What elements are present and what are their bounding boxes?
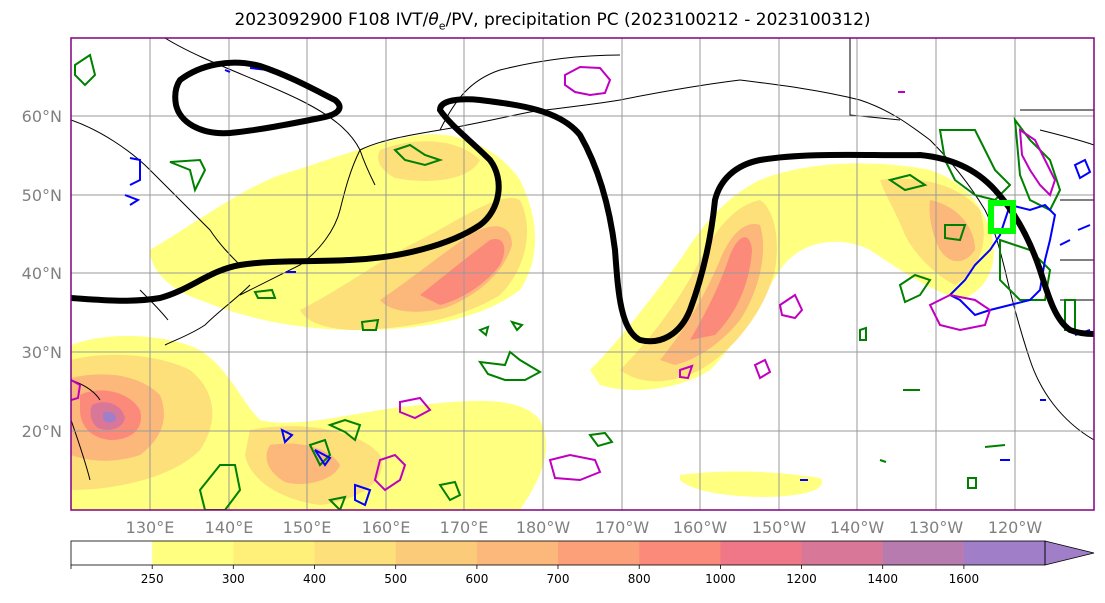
colorbar-extend-arrow <box>1044 540 1095 566</box>
colorbar-segment <box>233 541 315 565</box>
pv-closed-contour <box>172 59 343 137</box>
green-contours <box>74 53 1076 510</box>
colorbar-segment <box>720 541 803 565</box>
colorbar-segment <box>314 541 397 565</box>
lon-label: 140°E <box>205 518 254 537</box>
lon-label: 160°E <box>362 518 411 537</box>
colorbar-segment <box>71 541 153 565</box>
colorbar-segment <box>801 541 884 565</box>
lat-label: 50°N <box>22 186 62 205</box>
target-region-box <box>988 200 1016 234</box>
pv-contour <box>71 96 1094 345</box>
colorbar-tick-label: 1600 <box>949 572 980 586</box>
lat-label: 30°N <box>22 343 62 362</box>
lon-label: 150°E <box>283 518 332 537</box>
colorbar-segment <box>152 541 234 565</box>
colorbar-tick-label: 300 <box>222 572 245 586</box>
colorbar: 250 300 400 500 600 700 800 1000 1200 1400 1600 <box>70 540 1095 586</box>
colorbar-segments <box>71 541 1046 565</box>
lon-label: 150°W <box>752 518 807 537</box>
colorbar-segment <box>639 541 721 565</box>
blue-contours <box>124 67 1092 507</box>
colorbar-tick-label: 250 <box>141 572 164 586</box>
latitude-labels: 60°N 50°N 40°N 30°N 20°N <box>22 107 62 441</box>
map-frame <box>70 37 1095 511</box>
colorbar-segment <box>476 541 559 565</box>
colorbar-ticks: 250 300 400 500 600 700 800 1000 1200 1400 1600 <box>70 565 980 586</box>
graticule <box>71 38 1094 510</box>
lon-label: 130°W <box>909 518 964 537</box>
colorbar-tick-label: 600 <box>465 572 488 586</box>
colorbar-tick-label: 1000 <box>705 572 736 586</box>
lon-label: 130°E <box>126 518 175 537</box>
longitude-labels: 130°E 140°E 150°E 160°E 170°E 180°W 170°… <box>126 518 1043 537</box>
colorbar-tick-label: 700 <box>547 572 570 586</box>
lat-label: 20°N <box>22 422 62 441</box>
lon-label: 170°W <box>595 518 650 537</box>
colorbar-segment <box>882 541 965 565</box>
colorbar-segment <box>963 541 1046 565</box>
colorbar-segment <box>558 541 640 565</box>
colorbar-tick-label: 400 <box>303 572 326 586</box>
lon-label: 170°E <box>440 518 489 537</box>
colorbar-tick-label: 1200 <box>786 572 817 586</box>
lat-label: 40°N <box>22 264 62 283</box>
magenta-contours <box>71 65 1057 492</box>
coastlines <box>71 38 1094 481</box>
lon-label: 120°W <box>988 518 1043 537</box>
colorbar-tick-label: 800 <box>628 572 651 586</box>
colorbar-segment <box>395 541 478 565</box>
colorbar-tick-label: 500 <box>384 572 407 586</box>
lon-label: 140°W <box>830 518 885 537</box>
colorbar-tick-label: 1400 <box>867 572 898 586</box>
lat-label: 60°N <box>22 107 62 126</box>
map-title: 2023092900 F108 IVT/θe/PV, precipitation… <box>234 10 871 33</box>
lon-label: 160°W <box>673 518 728 537</box>
lon-label: 180°W <box>516 518 571 537</box>
